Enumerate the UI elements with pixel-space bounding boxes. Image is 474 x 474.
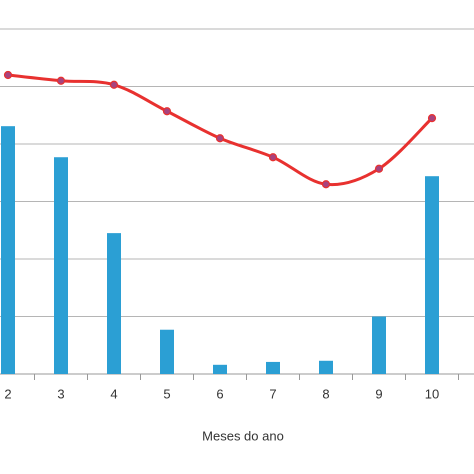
line-marker [427, 114, 437, 123]
line-marker [215, 134, 225, 143]
bar [213, 364, 227, 374]
line-marker [374, 164, 384, 173]
x-tick-label: 2 [4, 386, 11, 401]
bar [266, 361, 280, 374]
line-marker [268, 153, 278, 162]
line-marker [321, 180, 331, 189]
line-marker [56, 76, 66, 85]
x-tick-label: 3 [57, 386, 64, 401]
x-tick-label: 5 [163, 386, 170, 401]
x-tick-label: 8 [322, 386, 329, 401]
bar [54, 157, 68, 374]
line-marker [109, 80, 119, 89]
x-tick-label: 4 [110, 386, 117, 401]
bar [1, 126, 15, 374]
bar [425, 176, 439, 374]
x-tick-label: 6 [216, 386, 223, 401]
line [7, 73, 434, 187]
line-marker [162, 107, 172, 116]
bar [107, 233, 121, 374]
bar [372, 316, 386, 374]
x-axis-title: Meses do ano [202, 428, 284, 443]
line-marker [3, 70, 13, 80]
bar [160, 329, 174, 374]
bar [319, 360, 333, 374]
x-tick-label: 10 [425, 386, 439, 401]
x-tick-label: 7 [269, 386, 276, 401]
x-tick-label: 9 [375, 386, 382, 401]
